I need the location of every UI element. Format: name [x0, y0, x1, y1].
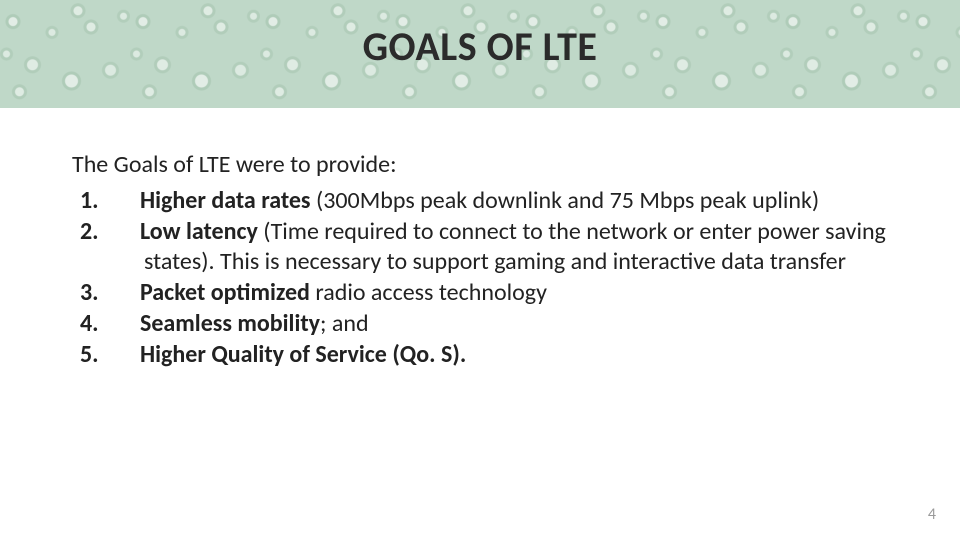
- goals-list: Higher data rates (300Mbps peak downlink…: [72, 186, 888, 370]
- slide-title: GOALS OF LTE: [0, 22, 960, 71]
- list-item-bold: Packet optimized: [140, 278, 310, 307]
- slide-body: The Goals of LTE were to provide: Higher…: [72, 150, 888, 372]
- list-item: Low latency (Time required to connect to…: [136, 217, 888, 276]
- header-band: GOALS OF LTE: [0, 0, 960, 108]
- list-item-bold: Low latency: [140, 217, 258, 246]
- list-item-rest: radio access technology: [310, 278, 547, 307]
- list-item-rest: (300Mbps peak downlink and 75 Mbps peak …: [311, 186, 820, 215]
- list-item: Higher data rates (300Mbps peak downlink…: [136, 186, 888, 215]
- list-item-bold: Seamless mobility: [140, 309, 320, 338]
- list-item: Seamless mobility; and: [136, 309, 888, 338]
- list-item: Higher Quality of Service (Qo. S).: [136, 340, 888, 369]
- list-item: Packet optimized radio access technology: [136, 278, 888, 307]
- list-item-rest: ; and: [320, 309, 369, 338]
- page-number: 4: [928, 505, 936, 524]
- intro-text: The Goals of LTE were to provide:: [72, 150, 888, 180]
- list-item-bold: Higher Quality of Service (Qo. S).: [140, 340, 466, 369]
- list-item-bold: Higher data rates: [140, 186, 311, 215]
